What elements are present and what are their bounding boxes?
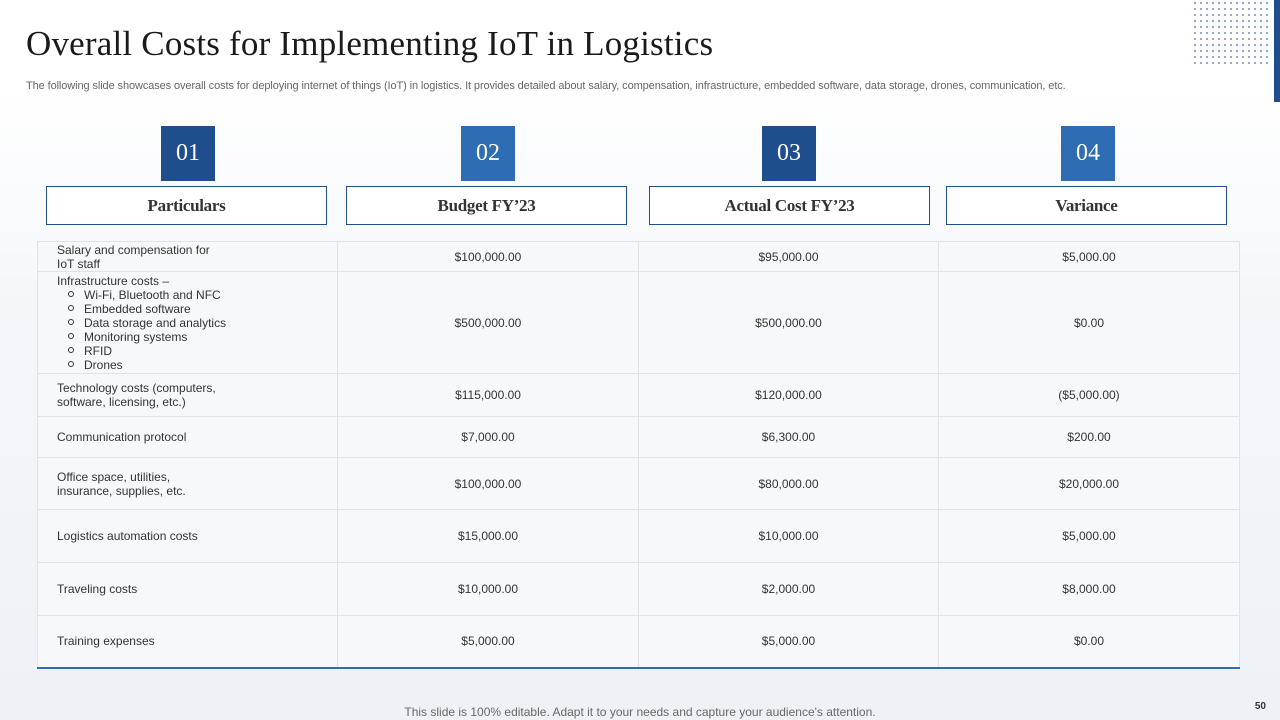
particular-cell: Traveling costs: [37, 562, 338, 616]
column-header-particulars: Particulars: [46, 186, 327, 225]
sub-item-list: Wi-Fi, Bluetooth and NFC Embedded softwa…: [57, 288, 337, 372]
variance-cell: $200.00: [938, 416, 1240, 458]
sub-item-label: Monitoring systems: [84, 329, 188, 344]
circle-bullet-icon: [68, 361, 74, 368]
slide-subtitle: The following slide showcases overall co…: [26, 80, 1066, 92]
list-item: Data storage and analytics: [57, 316, 337, 330]
budget-cell: $100,000.00: [337, 457, 639, 510]
costs-table: Salary and compensation for IoT staff $1…: [37, 241, 1240, 669]
variance-cell: $20,000.00: [938, 457, 1240, 510]
actual-cell: $6,300.00: [638, 416, 939, 458]
variance-cell: $0.00: [938, 271, 1240, 374]
table-row: Office space, utilities, insurance, supp…: [37, 457, 1240, 510]
budget-cell: $5,000.00: [337, 615, 639, 669]
variance-cell: $5,000.00: [938, 509, 1240, 563]
table-row: Communication protocol $7,000.00 $6,300.…: [37, 416, 1240, 458]
circle-bullet-icon: [68, 333, 74, 340]
list-item: Embedded software: [57, 302, 337, 316]
table-row: Salary and compensation for IoT staff $1…: [37, 241, 1240, 272]
column-number-badge-3: 03: [762, 126, 816, 181]
column-header-actual: Actual Cost FY’23: [649, 186, 930, 225]
list-item: RFID: [57, 344, 337, 358]
table-row: Traveling costs $10,000.00 $2,000.00 $8,…: [37, 562, 1240, 616]
particular-cell: Salary and compensation for IoT staff: [37, 241, 338, 272]
actual-cell: $500,000.00: [638, 271, 939, 374]
actual-cell: $120,000.00: [638, 373, 939, 417]
budget-cell: $115,000.00: [337, 373, 639, 417]
column-header-budget: Budget FY’23: [346, 186, 627, 225]
budget-cell: $10,000.00: [337, 562, 639, 616]
sub-item-label: RFID: [84, 343, 112, 358]
particular-cell: Logistics automation costs: [37, 509, 338, 563]
slide-footer: This slide is 100% editable. Adapt it to…: [404, 705, 876, 719]
dot-grid-decoration: [1192, 0, 1270, 68]
particular-cell: Infrastructure costs – Wi-Fi, Bluetooth …: [37, 271, 338, 374]
particular-cell: Training expenses: [37, 615, 338, 669]
circle-bullet-icon: [68, 319, 74, 326]
variance-cell: $0.00: [938, 615, 1240, 669]
budget-cell: $7,000.00: [337, 416, 639, 458]
list-item: Monitoring systems: [57, 330, 337, 344]
table-row: Training expenses $5,000.00 $5,000.00 $0…: [37, 615, 1240, 669]
table-row: Logistics automation costs $15,000.00 $1…: [37, 509, 1240, 563]
sub-item-label: Data storage and analytics: [84, 315, 227, 330]
list-item: Drones: [57, 358, 337, 372]
column-number-badge-1: 01: [161, 126, 215, 181]
table-row: Infrastructure costs – Wi-Fi, Bluetooth …: [37, 271, 1240, 374]
column-number-badge-4: 04: [1061, 126, 1115, 181]
circle-bullet-icon: [68, 305, 74, 312]
accent-bar: [1274, 0, 1280, 102]
circle-bullet-icon: [68, 291, 74, 298]
budget-cell: $100,000.00: [337, 241, 639, 272]
sub-item-label: Drones: [84, 357, 123, 372]
variance-cell: $8,000.00: [938, 562, 1240, 616]
actual-cell: $2,000.00: [638, 562, 939, 616]
budget-cell: $15,000.00: [337, 509, 639, 563]
table-row: Technology costs (computers, software, l…: [37, 373, 1240, 417]
variance-cell: ($5,000.00): [938, 373, 1240, 417]
actual-cell: $95,000.00: [638, 241, 939, 272]
particular-cell: Communication protocol: [37, 416, 338, 458]
slide-title: Overall Costs for Implementing IoT in Lo…: [26, 24, 714, 63]
variance-cell: $5,000.00: [938, 241, 1240, 272]
list-item: Wi-Fi, Bluetooth and NFC: [57, 288, 337, 302]
page-number: 50: [1254, 701, 1266, 712]
column-number-badge-2: 02: [461, 126, 515, 181]
particular-cell: Technology costs (computers, software, l…: [37, 373, 338, 417]
sub-item-label: Wi-Fi, Bluetooth and NFC: [84, 287, 221, 302]
column-header-variance: Variance: [946, 186, 1227, 225]
actual-cell: $5,000.00: [638, 615, 939, 669]
budget-cell: $500,000.00: [337, 271, 639, 374]
particular-cell: Office space, utilities, insurance, supp…: [37, 457, 338, 510]
actual-cell: $80,000.00: [638, 457, 939, 510]
particular-label: Infrastructure costs –: [57, 273, 170, 288]
sub-item-label: Embedded software: [84, 301, 191, 316]
actual-cell: $10,000.00: [638, 509, 939, 563]
circle-bullet-icon: [68, 347, 74, 354]
